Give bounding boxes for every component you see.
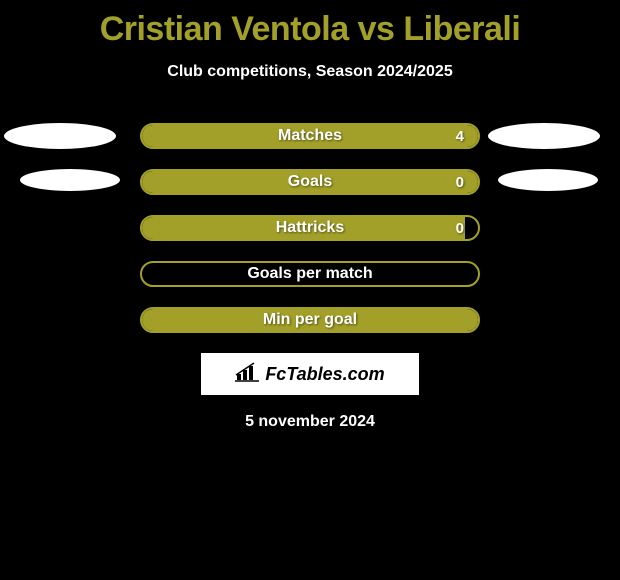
stat-bar: Goals 0: [140, 169, 480, 195]
stat-label: Goals: [142, 171, 478, 193]
page-title: Cristian Ventola vs Liberali: [0, 0, 620, 49]
logo-box: FcTables.com: [201, 353, 419, 395]
side-ellipse-right-icon: [488, 123, 600, 149]
stat-label: Min per goal: [142, 309, 478, 331]
stat-label: Hattricks: [142, 217, 478, 239]
stat-row: Min per goal: [0, 307, 620, 333]
bar-chart-icon: [235, 362, 261, 387]
stat-row: Matches 4: [0, 123, 620, 149]
stat-bar: Goals per match: [140, 261, 480, 287]
stat-bar: Matches 4: [140, 123, 480, 149]
side-ellipse-left-icon: [4, 123, 116, 149]
stat-value: 0: [456, 217, 464, 239]
stat-value: 4: [456, 125, 464, 147]
stat-row: Hattricks 0: [0, 215, 620, 241]
stat-bar: Hattricks 0: [140, 215, 480, 241]
logo-text: FcTables.com: [265, 364, 384, 385]
stat-bar: Min per goal: [140, 307, 480, 333]
date-text: 5 november 2024: [0, 413, 620, 431]
stat-row: Goals per match: [0, 261, 620, 287]
stat-value: 0: [456, 171, 464, 193]
side-ellipse-right-icon: [498, 169, 598, 191]
stat-label: Goals per match: [142, 263, 478, 285]
subtitle: Club competitions, Season 2024/2025: [0, 63, 620, 81]
logo: FcTables.com: [235, 362, 384, 387]
side-ellipse-left-icon: [20, 169, 120, 191]
stat-row: Goals 0: [0, 169, 620, 195]
stat-rows: Matches 4 Goals 0 Hattricks 0 Goals per …: [0, 123, 620, 333]
stat-label: Matches: [142, 125, 478, 147]
